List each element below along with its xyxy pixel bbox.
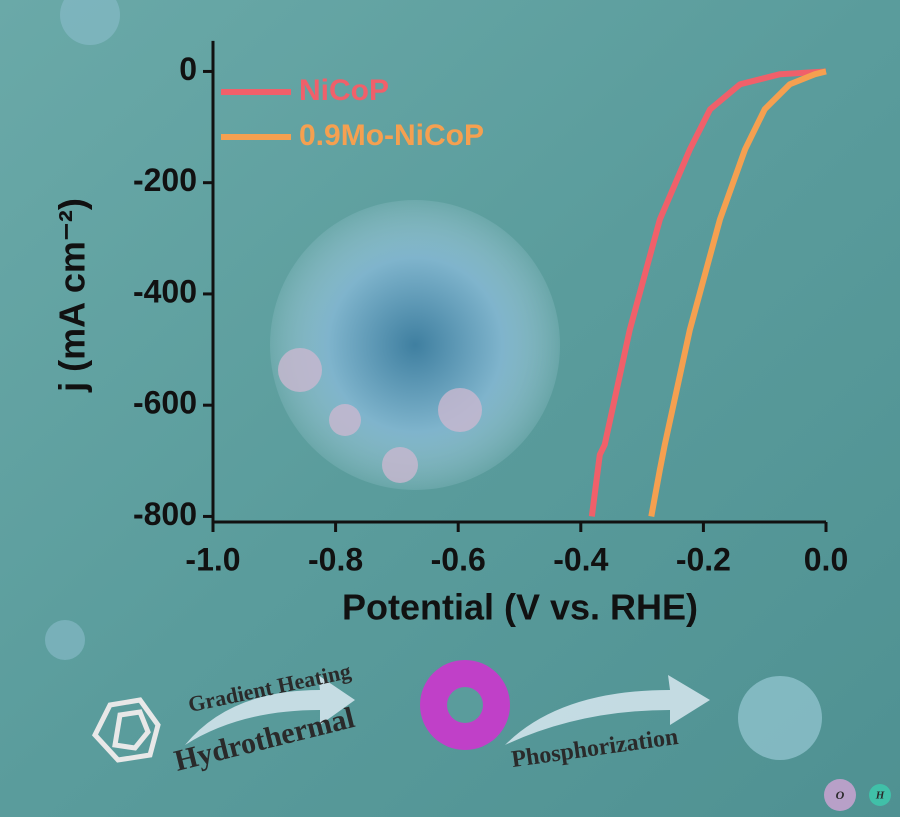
bubble (60, 0, 120, 45)
x-tick-label: -0.6 (431, 541, 486, 577)
phosphide-framework (738, 676, 822, 760)
y-tick-label: -800 (133, 496, 197, 532)
bubble (278, 348, 322, 392)
x-tick-label: 0.0 (804, 541, 848, 577)
y-tick-label: -400 (133, 273, 197, 309)
bubble (329, 404, 361, 436)
data-line (588, 68, 827, 517)
x-tick-label: -0.2 (676, 541, 731, 577)
framework-pore (447, 687, 483, 723)
arrow (505, 675, 710, 745)
plot: 0 -200 -400 -600 -800 -1.0 -0.8 -0.6 -0.4 -0.2 0.0… (133, 40, 848, 577)
annotation: O (836, 788, 845, 802)
data-line (648, 68, 827, 517)
arrow (185, 675, 355, 745)
urchin-sphere (270, 200, 560, 490)
bubble (438, 388, 482, 432)
x-tick-label: -1.0 (185, 541, 240, 577)
h-atom (869, 784, 891, 806)
bubble (382, 447, 418, 483)
y-axis-label: j (mA cm⁻²) (52, 198, 93, 393)
cage (91, 697, 161, 763)
legend-label: 0.9Mo-NiCoP (299, 119, 484, 152)
o-atom (824, 779, 856, 811)
x-tick-label: -0.4 (553, 541, 608, 577)
y-tick-label: 0 (179, 51, 197, 87)
x-tick-label: -0.8 (308, 541, 363, 577)
bubble (45, 620, 85, 660)
x-axis-label: Potential (V vs. RHE) (342, 587, 698, 628)
annotation: H (875, 790, 885, 802)
y-tick-label: -600 (133, 385, 197, 421)
y-tick-label: -200 (133, 162, 197, 198)
legend-label: NiCoP (299, 74, 389, 107)
